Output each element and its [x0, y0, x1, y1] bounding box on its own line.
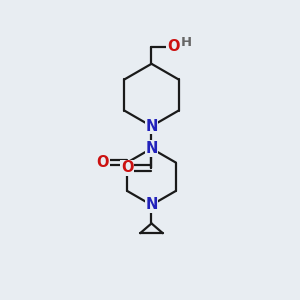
Text: N: N: [145, 141, 158, 156]
Text: N: N: [145, 197, 158, 212]
Text: N: N: [145, 119, 158, 134]
Text: O: O: [96, 155, 109, 170]
Text: O: O: [121, 160, 134, 175]
Text: H: H: [181, 36, 192, 49]
Text: O: O: [167, 39, 179, 54]
